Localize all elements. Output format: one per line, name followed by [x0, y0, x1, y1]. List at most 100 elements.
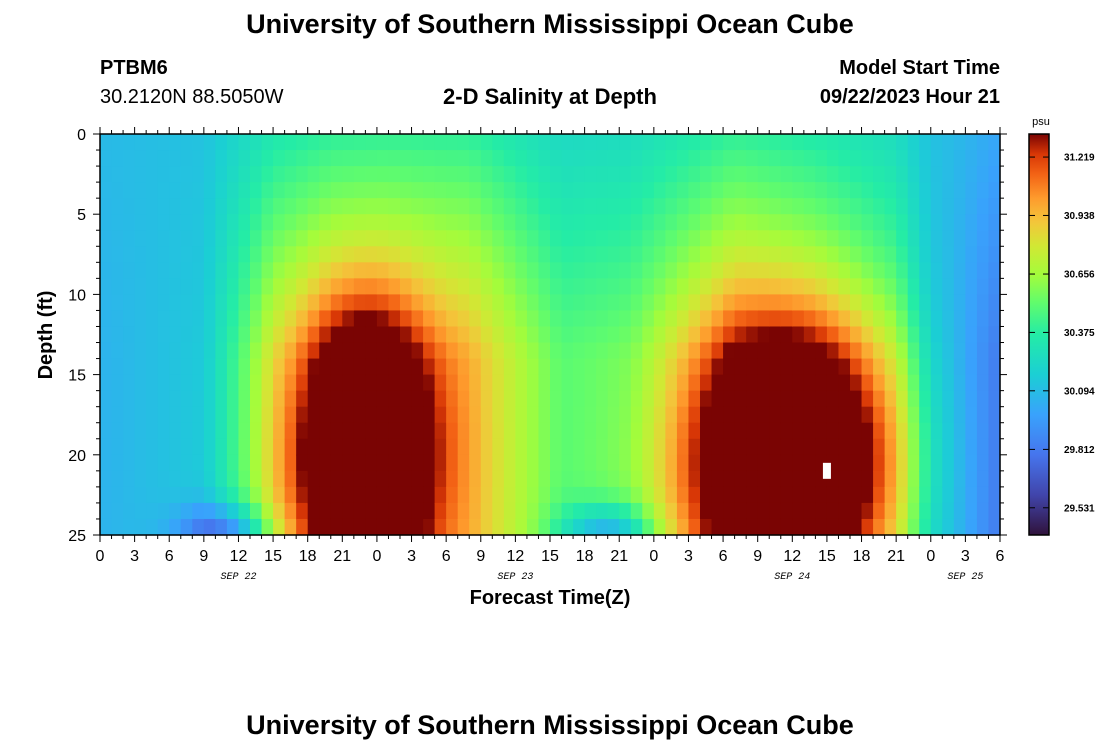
heatmap-cell: [550, 518, 563, 536]
heatmap-cell: [584, 358, 597, 376]
heatmap-cell: [134, 470, 147, 488]
heatmap-cell: [723, 294, 736, 312]
heatmap-cell: [192, 182, 205, 199]
heatmap-cell: [769, 422, 782, 440]
heatmap-cell: [169, 518, 182, 536]
heatmap-cell: [284, 518, 297, 536]
heatmap-cell: [665, 198, 678, 215]
heatmap-cell: [653, 342, 666, 360]
heatmap-cell: [619, 198, 632, 215]
heatmap-cell: [665, 422, 678, 440]
heatmap-cell: [965, 390, 978, 408]
heatmap-cell: [665, 166, 678, 183]
heatmap-cell: [457, 422, 470, 440]
heatmap-cell: [203, 374, 216, 392]
heatmap-cell: [711, 166, 724, 183]
heatmap-cell: [400, 326, 413, 344]
heatmap-cell: [434, 358, 447, 376]
heatmap-cell: [319, 134, 332, 151]
heatmap-cell: [584, 198, 597, 215]
heatmap-cell: [665, 310, 678, 328]
heatmap-cell: [630, 422, 643, 440]
heatmap-cell: [642, 518, 655, 536]
heatmap-cell: [988, 342, 1001, 360]
heatmap-cell: [469, 294, 482, 312]
heatmap-cell: [988, 294, 1001, 312]
heatmap-cell: [538, 294, 551, 312]
heatmap-cell: [503, 246, 516, 263]
heatmap-cell: [134, 422, 147, 440]
heatmap-cell: [815, 358, 828, 376]
heatmap-cell: [838, 502, 851, 520]
heatmap-cell: [457, 294, 470, 312]
heatmap-cell: [619, 246, 632, 263]
heatmap-cell: [930, 326, 943, 344]
heatmap-cell: [607, 310, 620, 328]
heatmap-cell: [769, 454, 782, 472]
heatmap-cell: [861, 406, 874, 424]
heatmap-cell: [665, 326, 678, 344]
heatmap-cell: [757, 182, 770, 199]
heatmap-cell: [307, 246, 320, 263]
heatmap-cell: [896, 374, 909, 392]
heatmap-cell: [376, 278, 390, 295]
heatmap-cell: [826, 390, 840, 408]
heatmap-cell: [388, 294, 401, 312]
heatmap-cell: [203, 294, 216, 312]
heatmap-cell: [388, 406, 401, 424]
heatmap-cell: [850, 326, 863, 344]
heatmap-cell: [792, 518, 805, 536]
heatmap-cell: [273, 310, 286, 328]
heatmap-cell: [365, 502, 378, 520]
heatmap-cell: [734, 358, 747, 376]
heatmap-cell: [411, 470, 424, 488]
heatmap-cell: [169, 246, 182, 263]
heatmap-cell: [803, 310, 816, 328]
heatmap-cell: [803, 326, 816, 344]
heatmap-cell: [284, 342, 297, 360]
heatmap-cell: [192, 342, 205, 360]
heatmap-cell: [976, 166, 990, 183]
heatmap-cell: [180, 326, 193, 344]
heatmap-cell: [976, 262, 990, 279]
heatmap-cell: [826, 406, 840, 424]
heatmap-cell: [203, 518, 216, 536]
heatmap-cell: [215, 422, 228, 440]
heatmap-cell: [838, 326, 851, 344]
heatmap-cell: [111, 374, 124, 392]
heatmap-cell: [815, 310, 828, 328]
heatmap-cell: [503, 342, 516, 360]
heatmap-cell: [792, 374, 805, 392]
heatmap-cell: [446, 134, 459, 151]
heatmap-cell: [330, 134, 343, 151]
heatmap-cell: [803, 438, 816, 456]
heatmap-cell: [480, 390, 493, 408]
heatmap-cell: [561, 150, 574, 167]
heatmap-cell: [561, 230, 574, 247]
heatmap-cell: [376, 342, 390, 360]
heatmap-cell: [423, 470, 436, 488]
heatmap-cell: [919, 438, 932, 456]
heatmap-cell: [192, 278, 205, 295]
heatmap-cell: [100, 182, 113, 199]
heatmap-cell: [123, 454, 136, 472]
heatmap-cell: [376, 214, 390, 231]
heatmap-cell: [711, 214, 724, 231]
heatmap-cell: [192, 214, 205, 231]
heatmap-cell: [896, 294, 909, 312]
heatmap-cell: [423, 246, 436, 263]
heatmap-cell: [792, 262, 805, 279]
heatmap-cell: [700, 262, 713, 279]
heatmap-cell: [273, 422, 286, 440]
heatmap-cell: [273, 214, 286, 231]
heatmap-cell: [100, 230, 113, 247]
station-id: PTBM6: [100, 57, 168, 79]
heatmap-cell: [492, 518, 505, 536]
heatmap-cell: [238, 502, 251, 520]
heatmap-cell: [261, 214, 274, 231]
heatmap-cell: [515, 374, 528, 392]
heatmap-cell: [538, 438, 551, 456]
heatmap-cell: [538, 374, 551, 392]
heatmap-cell: [469, 358, 482, 376]
heatmap-cell: [861, 470, 874, 488]
